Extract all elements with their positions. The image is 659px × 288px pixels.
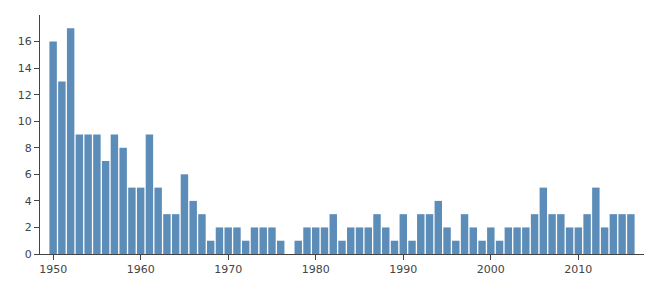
svg-text:1970: 1970 xyxy=(214,263,242,276)
svg-text:16: 16 xyxy=(18,35,32,48)
svg-text:2010: 2010 xyxy=(564,263,592,276)
svg-text:1960: 1960 xyxy=(127,263,155,276)
svg-text:14: 14 xyxy=(18,62,32,75)
svg-text:1950: 1950 xyxy=(39,263,67,276)
svg-text:2: 2 xyxy=(25,221,32,234)
svg-text:2000: 2000 xyxy=(477,263,505,276)
svg-text:10: 10 xyxy=(18,115,32,128)
svg-text:12: 12 xyxy=(18,89,32,102)
svg-text:1980: 1980 xyxy=(302,263,330,276)
svg-text:4: 4 xyxy=(25,195,32,208)
svg-text:8: 8 xyxy=(25,142,32,155)
svg-text:6: 6 xyxy=(25,168,32,181)
svg-text:1990: 1990 xyxy=(389,263,417,276)
svg-text:0: 0 xyxy=(25,248,32,261)
